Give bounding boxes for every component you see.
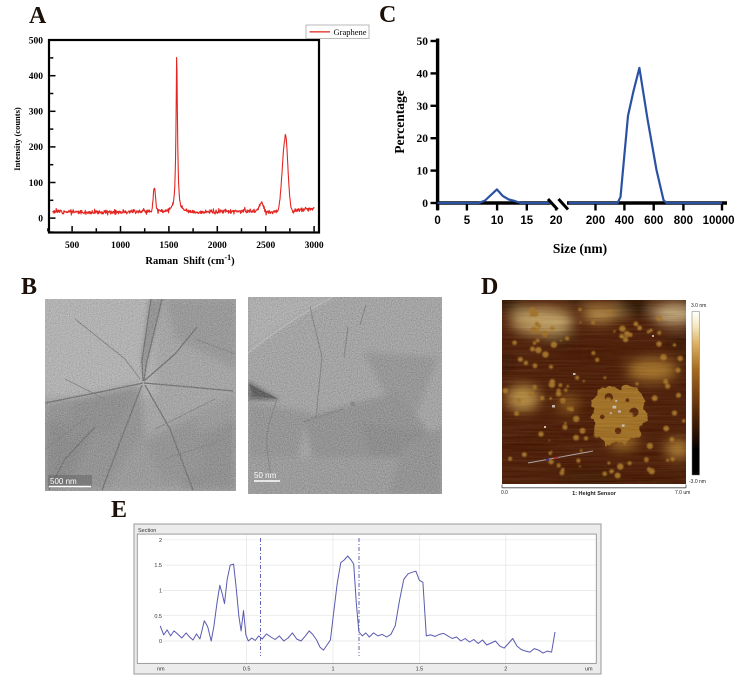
svg-text:500: 500 [29,36,44,46]
svg-text:Raman Shift (cm-1): Raman Shift (cm-1) [145,253,235,267]
svg-text:Percentage: Percentage [392,90,407,153]
svg-text:2: 2 [504,667,507,673]
svg-text:1000: 1000 [111,241,130,251]
svg-text:20: 20 [550,215,563,227]
svg-text:0: 0 [422,198,428,210]
svg-text:30: 30 [417,101,429,113]
svg-text:400: 400 [29,72,44,82]
svg-text:-3.0 nm: -3.0 nm [689,479,706,485]
svg-text:1.5: 1.5 [416,667,424,673]
svg-text:0.0: 0.0 [501,490,508,496]
svg-text:7.0 um: 7.0 um [675,490,690,496]
svg-text:600: 600 [644,215,663,227]
svg-text:10: 10 [491,215,504,227]
svg-text:10: 10 [417,166,429,178]
svg-text:300: 300 [29,108,44,118]
svg-text:100: 100 [29,179,44,189]
svg-text:1.5: 1.5 [154,563,162,569]
svg-text:20: 20 [417,133,429,145]
svg-text:0: 0 [159,639,162,645]
svg-text:0.5: 0.5 [243,667,251,673]
svg-text:10000: 10000 [703,215,735,227]
svg-text:um: um [585,667,593,673]
svg-text:200: 200 [586,215,605,227]
svg-text:nm: nm [157,667,165,673]
svg-text:Section: Section [138,528,156,534]
svg-text:0.5: 0.5 [154,614,162,620]
svg-text:2500: 2500 [256,241,275,251]
svg-text:500 nm: 500 nm [50,477,77,486]
svg-text:1: 1 [159,589,162,595]
svg-text:500: 500 [65,241,80,251]
svg-text:1: 1 [331,667,334,673]
svg-text:3000: 3000 [305,241,324,251]
svg-text:1500: 1500 [159,241,178,251]
svg-text:2000: 2000 [208,241,227,251]
svg-text:50: 50 [417,36,429,48]
svg-text:0: 0 [434,215,440,227]
svg-text:5: 5 [464,215,471,227]
svg-text:Graphene: Graphene [334,27,367,37]
svg-text:15: 15 [520,215,533,227]
svg-text:1: Height Sensor: 1: Height Sensor [572,491,617,497]
svg-text:0: 0 [38,214,43,224]
svg-text:40: 40 [417,68,429,80]
svg-text:2: 2 [159,538,162,544]
svg-text:400: 400 [615,215,634,227]
svg-text:800: 800 [674,215,693,227]
svg-text:Size (nm): Size (nm) [553,241,607,256]
svg-text:200: 200 [29,143,44,153]
svg-text:Intensity (counts): Intensity (counts) [12,107,22,171]
svg-text:50 nm: 50 nm [254,471,277,480]
svg-text:3.0 nm: 3.0 nm [691,303,706,309]
